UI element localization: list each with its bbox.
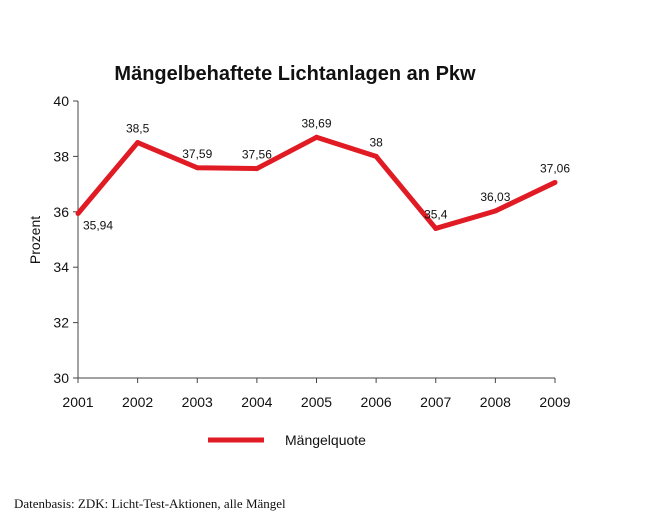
x-tick-label: 2005 [301,394,332,410]
data-label: 35,4 [424,207,448,221]
data-label: 38 [369,135,383,149]
x-tick-label: 2004 [241,394,272,410]
x-tick-label: 2007 [420,394,451,410]
data-point [135,140,141,146]
x-tick-label: 2009 [539,394,570,410]
legend: Mängelquote [208,432,366,448]
x-tick-label: 2002 [122,394,153,410]
data-label: 38,69 [301,116,331,130]
series-line [76,134,557,231]
data-point [433,225,439,231]
y-tick-label: 30 [53,370,69,386]
data-label: 37,59 [182,147,212,161]
data-label: 37,56 [242,148,272,162]
series-layer: 35,94 38,5 37,59 37,56 38,69 38 35,4 36,03 37,06 [75,116,570,232]
x-tick-label: 2003 [182,394,213,410]
y-tick-label: 38 [53,148,69,164]
data-point [492,208,498,214]
data-label: 37,06 [540,161,570,175]
data-point [194,165,200,171]
y-tick-label: 40 [53,93,69,109]
data-label: 38,5 [126,122,150,136]
chart-title: Mängelbehaftete Lichtanlagen an Pkw [114,63,476,85]
axes: 30 32 34 36 38 40 2001 2002 2003 2004 2005 2006 2007… [27,93,571,410]
data-point [552,179,558,185]
x-tick-label: 2006 [361,394,392,410]
data-point [314,134,319,140]
data-point [75,210,81,216]
data-point [373,153,379,159]
x-tick-label: 2008 [480,394,511,410]
y-tick-label: 32 [53,315,69,331]
y-tick-label: 34 [53,259,69,275]
y-axis-label: Prozent [27,216,43,264]
data-label: 36,03 [480,190,510,204]
data-label: 35,94 [83,218,113,232]
y-tick-label: 36 [53,204,69,220]
x-tick-label: 2001 [62,394,93,410]
legend-label: Mängelquote [285,432,366,448]
source-note: Datenbasis: ZDK: Licht-Test-Aktionen, al… [14,496,286,511]
data-point [254,166,260,172]
